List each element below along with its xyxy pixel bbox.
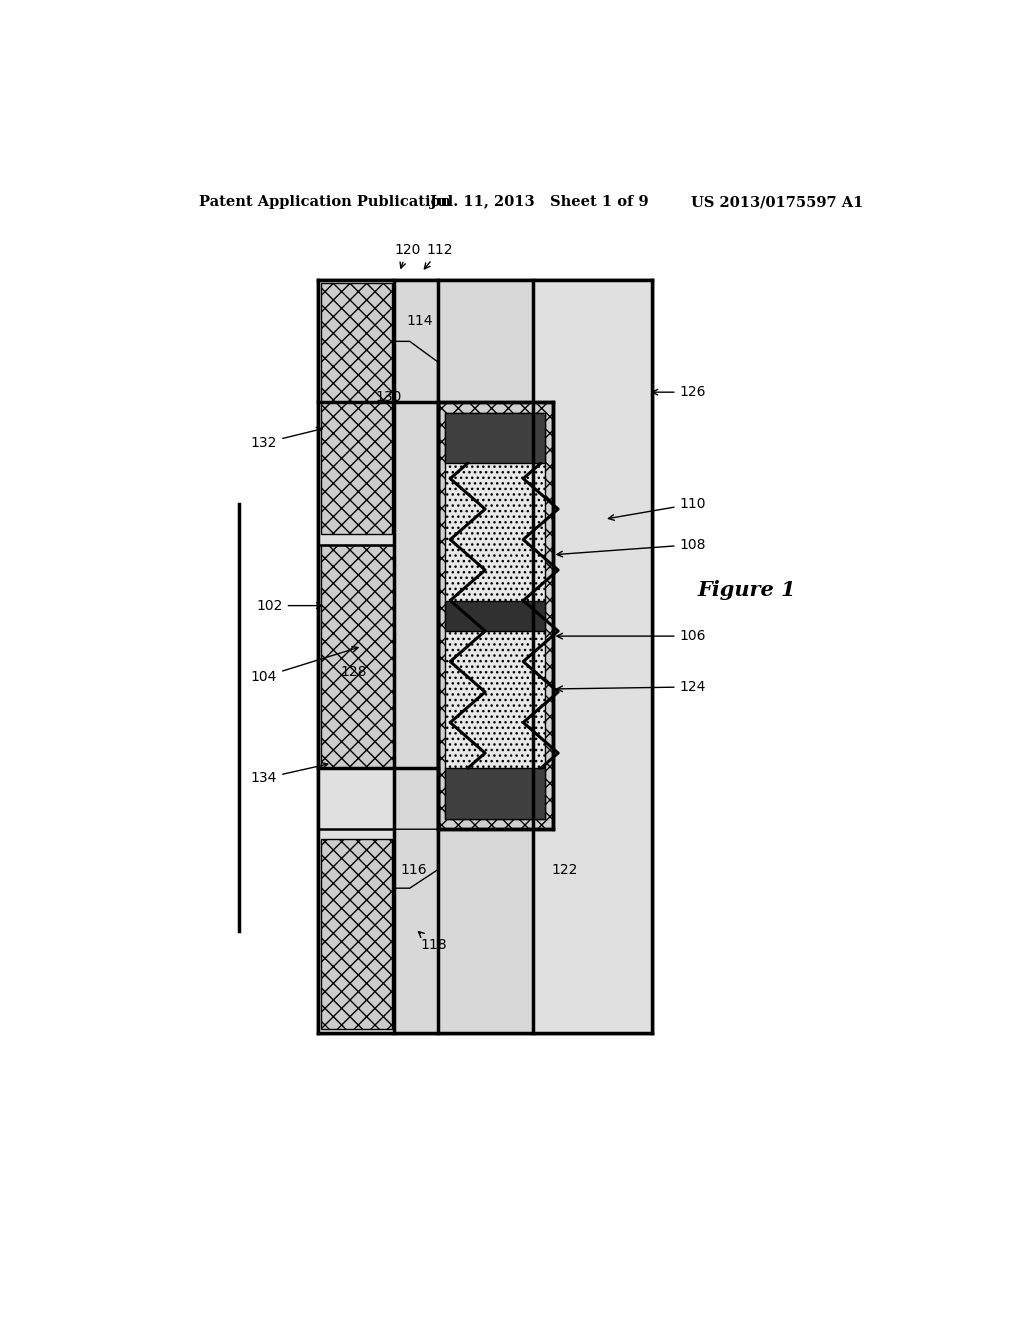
Bar — [445, 413, 545, 818]
Text: Jul. 11, 2013   Sheet 1 of 9: Jul. 11, 2013 Sheet 1 of 9 — [430, 195, 648, 209]
Bar — [437, 280, 532, 1032]
Bar — [321, 840, 392, 1030]
Text: 102: 102 — [256, 598, 323, 612]
Text: 134: 134 — [251, 763, 328, 785]
Text: 106: 106 — [557, 630, 707, 643]
Text: 126: 126 — [652, 385, 707, 399]
Bar — [318, 280, 394, 545]
Text: 112: 112 — [424, 243, 454, 269]
Bar — [318, 829, 394, 1032]
Text: 116: 116 — [400, 863, 427, 876]
Polygon shape — [394, 342, 437, 403]
Text: 108: 108 — [557, 537, 707, 557]
Text: 114: 114 — [406, 314, 432, 329]
Bar — [414, 829, 437, 1032]
Bar — [532, 280, 652, 1032]
Bar — [318, 403, 394, 545]
Bar — [445, 601, 545, 631]
Text: 128: 128 — [341, 665, 368, 678]
Text: 122: 122 — [551, 863, 578, 876]
Bar — [437, 403, 553, 829]
Bar — [394, 280, 437, 1032]
Text: 124: 124 — [557, 680, 706, 694]
Bar — [321, 545, 394, 768]
Text: US 2013/0175597 A1: US 2013/0175597 A1 — [691, 195, 864, 209]
Text: 120: 120 — [394, 243, 421, 268]
Text: Patent Application Publication: Patent Application Publication — [200, 195, 452, 209]
Bar — [321, 284, 392, 535]
Bar — [318, 280, 652, 1032]
Bar — [414, 280, 437, 403]
Bar — [318, 768, 394, 829]
Bar — [445, 768, 545, 818]
Bar — [445, 413, 545, 463]
Text: 130: 130 — [375, 391, 401, 404]
Text: 104: 104 — [251, 647, 358, 684]
Polygon shape — [394, 829, 437, 888]
Text: 110: 110 — [608, 496, 707, 520]
Text: 132: 132 — [251, 428, 323, 450]
Text: Figure 1: Figure 1 — [697, 581, 797, 601]
Text: 118: 118 — [419, 932, 446, 952]
